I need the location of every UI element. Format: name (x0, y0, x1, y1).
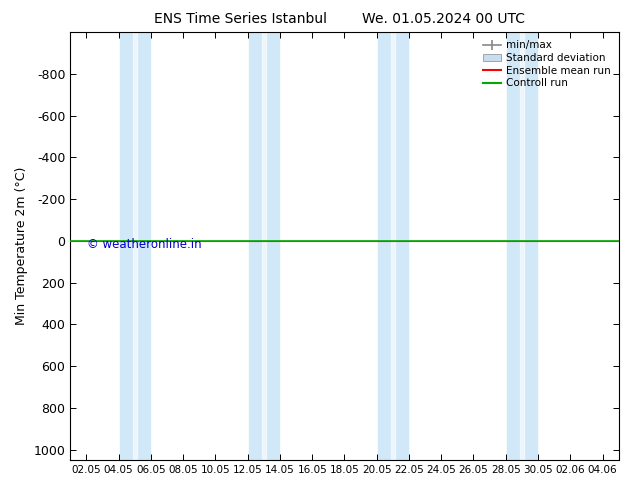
Bar (520, 32, 524, 460)
Bar (120, 32, 150, 460)
Bar (391, 32, 395, 460)
Bar (262, 32, 266, 460)
Bar (249, 32, 279, 460)
Bar (507, 32, 537, 460)
Text: We. 01.05.2024 00 UTC: We. 01.05.2024 00 UTC (362, 12, 526, 26)
Legend: min/max, Standard deviation, Ensemble mean run, Controll run: min/max, Standard deviation, Ensemble me… (479, 37, 614, 92)
Text: ENS Time Series Istanbul: ENS Time Series Istanbul (155, 12, 327, 26)
Y-axis label: Min Temperature 2m (°C): Min Temperature 2m (°C) (15, 167, 28, 325)
Bar (378, 32, 408, 460)
Bar (133, 32, 137, 460)
Text: © weatheronline.in: © weatheronline.in (87, 238, 202, 251)
